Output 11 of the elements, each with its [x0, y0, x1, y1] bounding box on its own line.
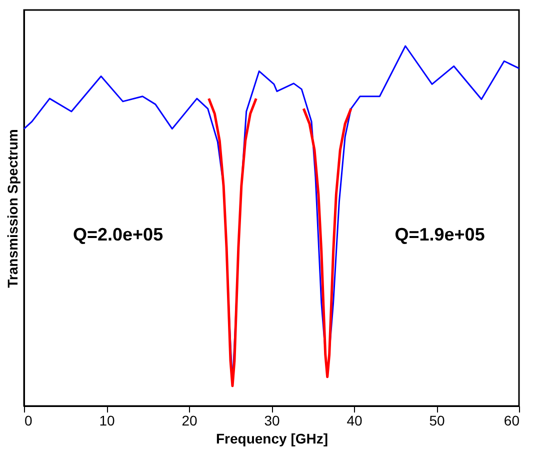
x-tick-label: 50 [429, 412, 445, 428]
x-tick-label: 60 [504, 412, 520, 428]
x-tick-label: 30 [264, 412, 280, 428]
annotation: Q=2.0e+05 [73, 224, 164, 245]
x-tick-label: 20 [182, 412, 198, 428]
x-tick-label: 40 [346, 412, 362, 428]
x-tick-label: 0 [24, 412, 32, 428]
annotation: Q=1.9e+05 [394, 224, 485, 245]
x-tick-label: 10 [99, 412, 115, 428]
y-axis-title: Transmission Spectrum [4, 129, 20, 288]
x-axis-title: Frequency [GHz] [216, 430, 328, 446]
